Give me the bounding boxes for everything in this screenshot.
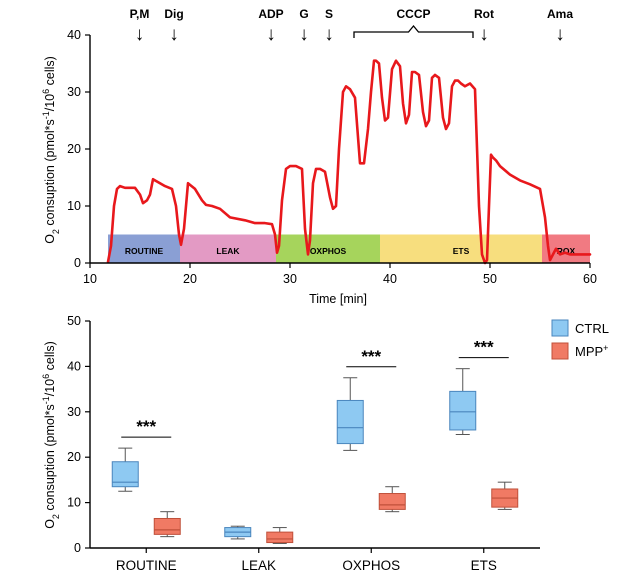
phase-label-rox: ROX: [557, 246, 576, 256]
box-mpp-oxphos: [378, 486, 406, 513]
box-groups: [111, 368, 519, 544]
significance-label-routine: ***: [136, 417, 156, 436]
box-ctrl-oxphos: [336, 377, 364, 451]
box-mpp-routine: [153, 511, 181, 538]
box-iqr: [336, 399, 364, 445]
event-arrow-s: ↓: [324, 24, 334, 45]
trace-x-tick-label: 60: [583, 272, 597, 286]
phase-label-oxphos: OXPHOS: [310, 246, 347, 256]
trace-y-tick-label: 30: [67, 85, 81, 99]
box-mpp-ets: [491, 481, 519, 510]
box-iqr: [111, 461, 139, 488]
event-arrow-pm: ↓: [135, 24, 145, 45]
significance-label-ets: ***: [474, 338, 494, 357]
phase-label-routine: ROUTINE: [125, 246, 164, 256]
event-arrow-dig: ↓: [169, 24, 179, 45]
phase-label-leak: LEAK: [216, 246, 240, 256]
phase-band-routine: [108, 234, 180, 263]
event-arrow-g: ↓: [299, 24, 309, 45]
trace-x-tick-label: 40: [383, 272, 397, 286]
trace-y-tick-label: 20: [67, 142, 81, 156]
cccp-label: CCCP: [396, 7, 430, 21]
event-label-s: S: [325, 7, 333, 21]
box-ctrl-routine: [111, 447, 139, 492]
box-iqr: [153, 517, 181, 535]
event-arrow-rot: ↓: [479, 24, 489, 45]
box-mpp-leak: [266, 527, 294, 544]
phase-bands: ROUTINE LEAK OXPHOS ETS ROX: [108, 234, 590, 263]
trace-y-tick-label: 40: [67, 28, 81, 42]
trace-y-tick-label: 0: [74, 256, 81, 270]
box-y-tick-label: 0: [74, 541, 81, 555]
box-axes: 0 10 20 30 40 50 ROUTINE LEAK OXPHOS ETS: [67, 314, 540, 573]
event-label-adp: ADP: [258, 7, 283, 21]
legend-label-ctrl: CTRL: [575, 321, 609, 336]
phase-band-oxphos: [276, 234, 380, 263]
event-arrow-ama: ↓: [555, 24, 565, 45]
box-y-tick-label: 20: [67, 450, 81, 464]
event-label-ama: Ama: [547, 7, 573, 21]
event-arrow-adp: ↓: [266, 24, 276, 45]
category-label-routine: ROUTINE: [116, 558, 177, 573]
box-y-tick-label: 10: [67, 496, 81, 510]
legend-label-mpp: MPP+: [575, 343, 608, 359]
event-label-pm: P,M: [130, 7, 150, 21]
trace-y-tick-label: 10: [67, 199, 81, 213]
significance-label-oxphos: ***: [361, 347, 381, 366]
oxygraph-trace-chart: ROUTINE LEAK OXPHOS ETS ROX 10 20 30 40 50 600102…: [41, 7, 597, 306]
box-y-tick-label: 50: [67, 314, 81, 328]
category-label-leak: LEAK: [241, 558, 276, 573]
category-label-oxphos: OXPHOS: [342, 558, 400, 573]
box-iqr: [449, 390, 477, 431]
o2-trace-line: [106, 59, 592, 265]
trace-x-axis-title: Time [min]: [309, 292, 367, 306]
legend: CTRL MPP+: [551, 319, 609, 360]
category-label-ets: ETS: [471, 558, 497, 573]
phase-band-leak: [180, 234, 276, 263]
event-markers: P,M ↓ Dig ↓ ADP ↓ G ↓ S ↓ Rot ↓ Ama ↓ CCCP: [130, 7, 574, 45]
legend-swatch-mpp: [551, 342, 569, 360]
box-y-axis-title: O2 consuption (pmol*s-1/106 cells): [41, 341, 61, 529]
event-label-rot: Rot: [474, 7, 494, 21]
cccp-bracket: [353, 24, 474, 38]
box-y-tick-label: 40: [67, 359, 81, 373]
phase-band-ets: [380, 234, 542, 263]
event-label-g: G: [299, 7, 308, 21]
box-y-tick-label: 30: [67, 405, 81, 419]
trace-x-tick-label: 30: [283, 272, 297, 286]
box-iqr: [378, 493, 406, 510]
event-label-dig: Dig: [164, 7, 183, 21]
box-iqr: [266, 531, 294, 544]
box-ctrl-leak: [224, 525, 252, 540]
trace-x-tick-label: 20: [183, 272, 197, 286]
phase-label-ets: ETS: [453, 246, 470, 256]
box-ctrl-ets: [449, 368, 477, 435]
legend-swatch-ctrl: [551, 319, 569, 337]
significance-markers: *** *** ***: [121, 338, 509, 438]
trace-x-tick-label: 10: [83, 272, 97, 286]
trace-x-tick-label: 50: [483, 272, 497, 286]
trace-y-axis-title: O2 consuption (pmol*s-1/106 cells): [41, 56, 61, 244]
